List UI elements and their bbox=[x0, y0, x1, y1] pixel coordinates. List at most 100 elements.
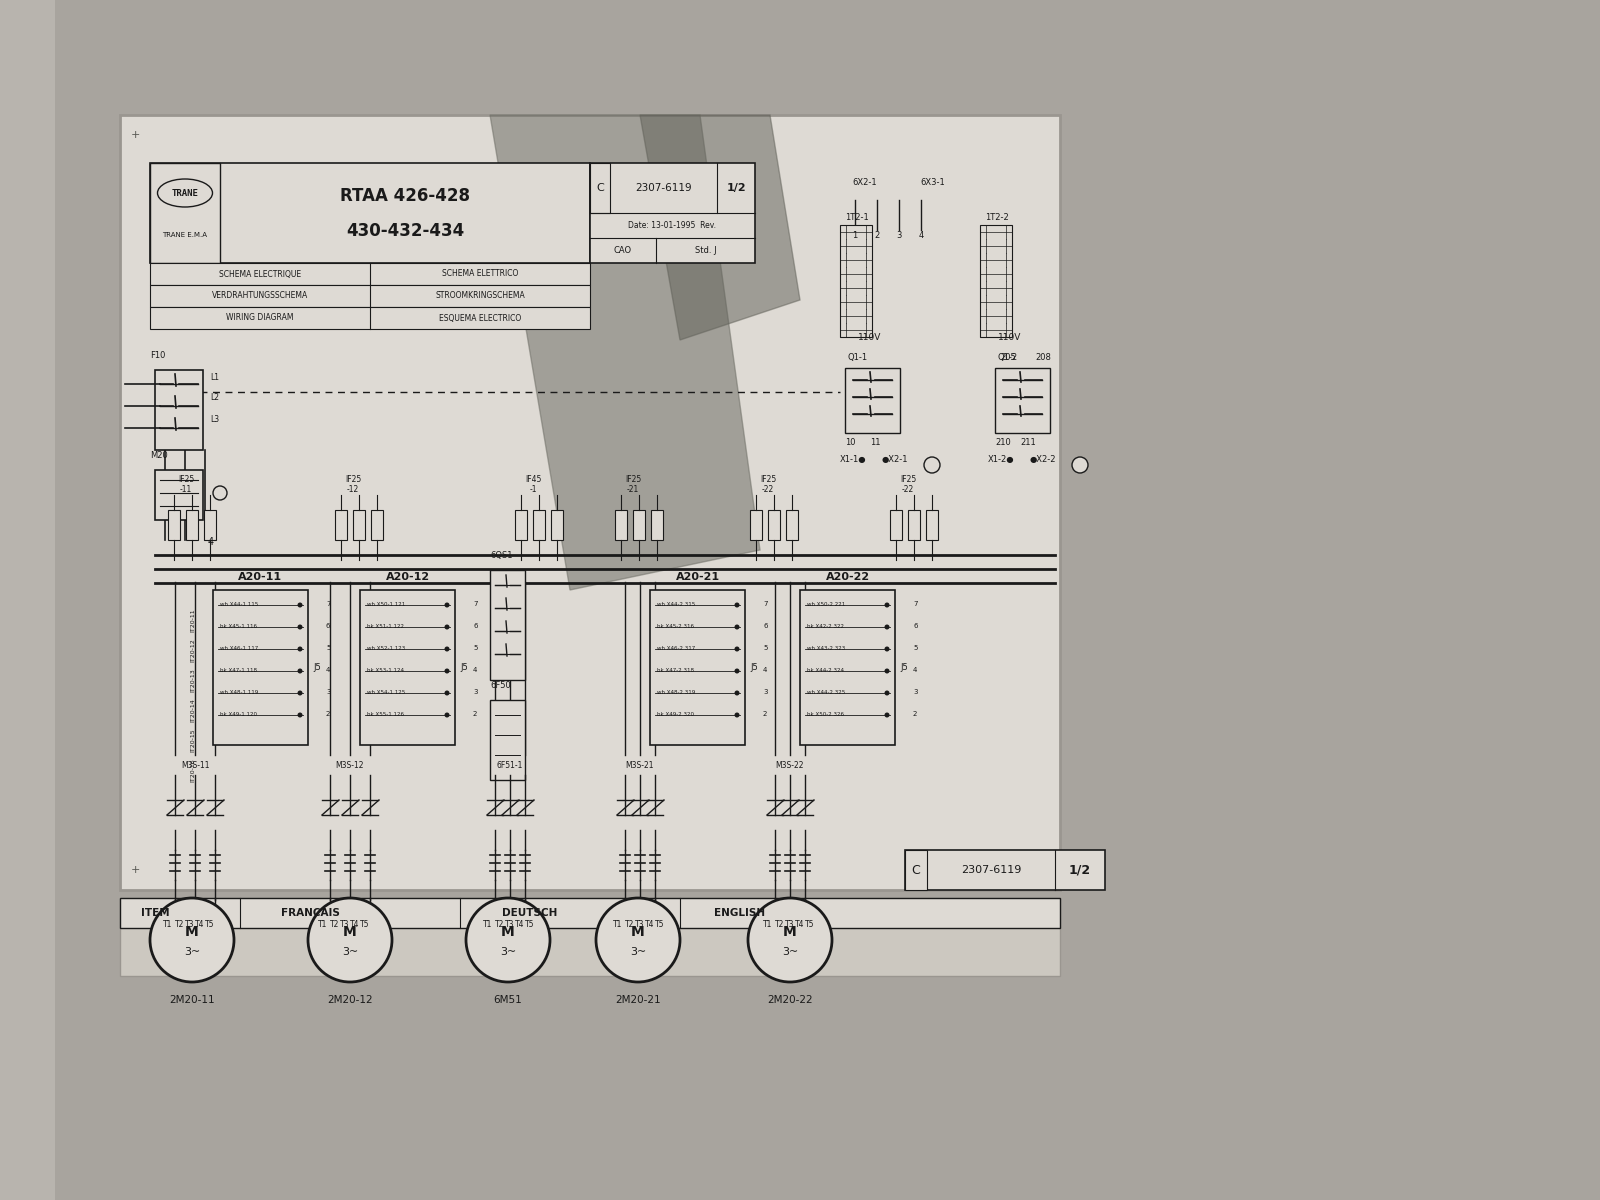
Circle shape bbox=[213, 486, 227, 500]
Text: bk X45-2 316: bk X45-2 316 bbox=[658, 624, 694, 629]
Text: IF25: IF25 bbox=[899, 475, 917, 484]
Text: T5: T5 bbox=[360, 920, 370, 929]
Text: bk X45-1 116: bk X45-1 116 bbox=[221, 624, 258, 629]
Text: T5: T5 bbox=[805, 920, 814, 929]
Text: 2M20-12: 2M20-12 bbox=[326, 995, 373, 1006]
Text: M20: M20 bbox=[150, 451, 168, 460]
Text: T1: T1 bbox=[613, 920, 622, 929]
Text: 7: 7 bbox=[914, 601, 917, 607]
Text: Date: 13-01-1995  Rev.: Date: 13-01-1995 Rev. bbox=[629, 221, 717, 230]
Text: T1: T1 bbox=[483, 920, 493, 929]
Text: bk X50-2 326: bk X50-2 326 bbox=[806, 712, 845, 716]
Text: 5: 5 bbox=[326, 646, 330, 650]
Text: L2: L2 bbox=[210, 392, 219, 402]
Text: M3S-22: M3S-22 bbox=[776, 761, 805, 770]
Text: FRANCAIS: FRANCAIS bbox=[280, 908, 339, 918]
Text: T3: T3 bbox=[506, 920, 515, 929]
Text: bk X55-1 126: bk X55-1 126 bbox=[366, 712, 403, 716]
Text: SCHEMA ELECTRIQUE: SCHEMA ELECTRIQUE bbox=[219, 270, 301, 278]
Text: TRANE E.M.A: TRANE E.M.A bbox=[163, 232, 208, 238]
Text: T1: T1 bbox=[763, 920, 773, 929]
Bar bbox=[168, 510, 179, 540]
Text: wh X43-2 323: wh X43-2 323 bbox=[806, 646, 845, 650]
Text: wh X44-1 115: wh X44-1 115 bbox=[221, 601, 258, 606]
Text: IF25: IF25 bbox=[626, 475, 642, 484]
Text: 6: 6 bbox=[474, 623, 477, 629]
Text: 3: 3 bbox=[896, 230, 902, 240]
Text: IF25: IF25 bbox=[346, 475, 362, 484]
Text: 3: 3 bbox=[326, 689, 331, 695]
Polygon shape bbox=[640, 115, 800, 340]
Text: Q1-2: Q1-2 bbox=[997, 353, 1018, 362]
Text: -11: -11 bbox=[179, 485, 192, 494]
Text: wh X50-2 221: wh X50-2 221 bbox=[806, 601, 845, 606]
Text: +: + bbox=[130, 865, 139, 875]
Text: 2: 2 bbox=[874, 230, 880, 240]
Circle shape bbox=[445, 668, 450, 673]
Circle shape bbox=[1072, 457, 1088, 473]
Text: A20-21: A20-21 bbox=[675, 572, 720, 582]
Text: T2: T2 bbox=[330, 920, 339, 929]
Text: CAO: CAO bbox=[614, 246, 632, 254]
Text: 10: 10 bbox=[845, 438, 856, 446]
Text: M: M bbox=[186, 925, 198, 938]
Text: L1: L1 bbox=[210, 373, 219, 382]
Text: J5: J5 bbox=[314, 662, 320, 672]
Text: M: M bbox=[782, 925, 797, 938]
Text: M3S-21: M3S-21 bbox=[626, 761, 654, 770]
Circle shape bbox=[734, 690, 739, 696]
Text: 3~: 3~ bbox=[499, 947, 517, 958]
Bar bbox=[750, 510, 762, 540]
Text: T2: T2 bbox=[626, 920, 635, 929]
Text: SCHEMA ELETTRICO: SCHEMA ELETTRICO bbox=[442, 270, 518, 278]
Text: wh X46-2 317: wh X46-2 317 bbox=[658, 646, 696, 650]
Text: 11: 11 bbox=[870, 438, 880, 446]
Text: T3: T3 bbox=[186, 920, 195, 929]
Text: IT20-12: IT20-12 bbox=[190, 638, 195, 662]
Bar bbox=[533, 510, 546, 540]
Circle shape bbox=[885, 690, 890, 696]
Bar bbox=[150, 284, 590, 307]
Text: 1T2-2: 1T2-2 bbox=[986, 214, 1008, 222]
Bar bbox=[909, 510, 920, 540]
Text: 3: 3 bbox=[914, 689, 917, 695]
Bar bbox=[155, 470, 203, 520]
Text: F10: F10 bbox=[150, 350, 165, 360]
Text: bk X42-2 322: bk X42-2 322 bbox=[806, 624, 845, 629]
Bar bbox=[334, 510, 347, 540]
Text: 6X3-1: 6X3-1 bbox=[920, 178, 944, 187]
Text: wh X46-1 117: wh X46-1 117 bbox=[221, 646, 258, 650]
Text: DEUTSCH: DEUTSCH bbox=[502, 908, 558, 918]
Text: 6M51: 6M51 bbox=[494, 995, 522, 1006]
Bar bbox=[550, 510, 563, 540]
Text: T1: T1 bbox=[318, 920, 328, 929]
Text: 6: 6 bbox=[914, 623, 917, 629]
Text: Std. J: Std. J bbox=[694, 246, 717, 254]
Text: IT20-16: IT20-16 bbox=[190, 758, 195, 782]
Text: 6: 6 bbox=[763, 623, 768, 629]
Text: X1-1●: X1-1● bbox=[840, 455, 867, 464]
Bar bbox=[800, 590, 894, 745]
Text: TRANE: TRANE bbox=[171, 188, 198, 198]
Text: RTAA 426-428: RTAA 426-428 bbox=[339, 187, 470, 205]
Text: 4: 4 bbox=[326, 667, 330, 673]
Text: WIRING DIAGRAM: WIRING DIAGRAM bbox=[226, 313, 294, 323]
Text: T4: T4 bbox=[515, 920, 525, 929]
Bar bbox=[634, 510, 645, 540]
Text: J5: J5 bbox=[899, 662, 907, 672]
Text: wh X44-2 325: wh X44-2 325 bbox=[806, 690, 845, 695]
Text: IF25: IF25 bbox=[178, 475, 194, 484]
Text: IT20-11: IT20-11 bbox=[190, 608, 195, 632]
Text: 6X2-1: 6X2-1 bbox=[851, 178, 877, 187]
Text: 210: 210 bbox=[995, 438, 1011, 446]
Text: 4: 4 bbox=[914, 667, 917, 673]
Text: 1/2: 1/2 bbox=[726, 182, 746, 193]
Bar bbox=[515, 510, 526, 540]
Text: wh X48-1 119: wh X48-1 119 bbox=[221, 690, 258, 695]
Text: wh X50-1 121: wh X50-1 121 bbox=[366, 601, 405, 606]
Bar bbox=[979, 226, 1013, 337]
Circle shape bbox=[298, 647, 302, 652]
Bar bbox=[906, 850, 1106, 890]
Text: -22: -22 bbox=[902, 485, 914, 494]
Text: 1/2: 1/2 bbox=[1069, 864, 1091, 876]
